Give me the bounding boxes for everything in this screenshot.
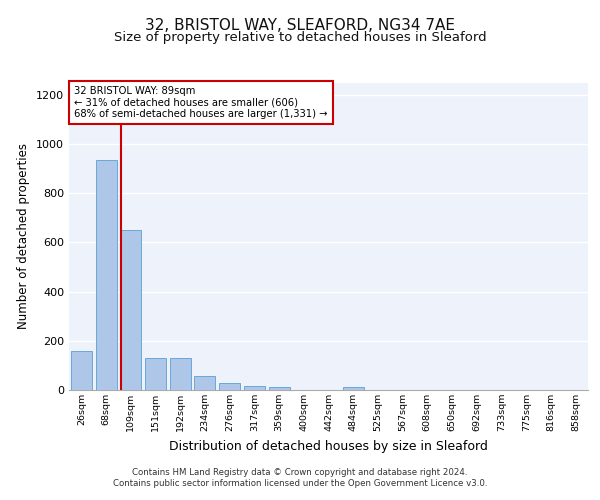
Text: Contains HM Land Registry data © Crown copyright and database right 2024.
Contai: Contains HM Land Registry data © Crown c… [113,468,487,487]
Text: 32 BRISTOL WAY: 89sqm
← 31% of detached houses are smaller (606)
68% of semi-det: 32 BRISTOL WAY: 89sqm ← 31% of detached … [74,86,328,119]
Text: Size of property relative to detached houses in Sleaford: Size of property relative to detached ho… [113,31,487,44]
Bar [120,230,141,390]
Y-axis label: Number of detached properties: Number of detached properties [17,143,31,329]
Bar [194,376,215,390]
Bar [71,350,92,390]
Bar [145,358,166,390]
Bar [219,382,240,390]
Bar [95,160,116,390]
Bar [269,387,290,390]
Bar [170,358,191,390]
Bar [244,386,265,390]
Text: 32, BRISTOL WAY, SLEAFORD, NG34 7AE: 32, BRISTOL WAY, SLEAFORD, NG34 7AE [145,18,455,32]
Bar [343,387,364,390]
X-axis label: Distribution of detached houses by size in Sleaford: Distribution of detached houses by size … [169,440,488,452]
